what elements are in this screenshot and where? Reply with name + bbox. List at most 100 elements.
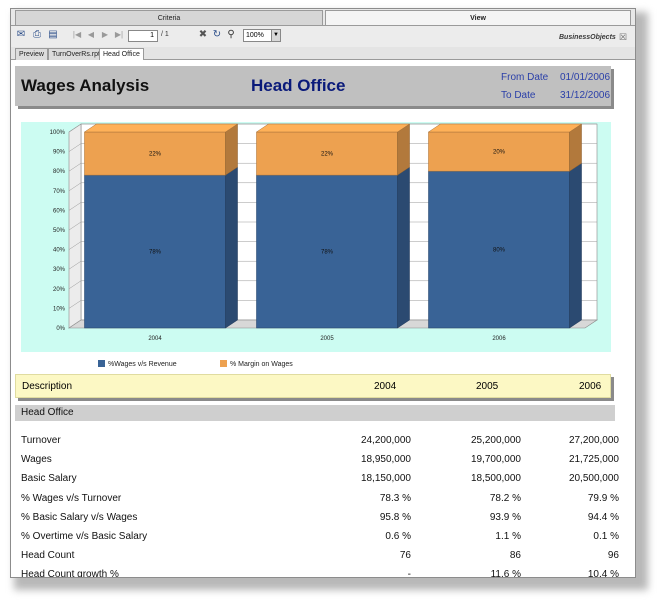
- gridline-side: [68, 143, 82, 152]
- y-tick-label: 50%: [53, 228, 66, 234]
- row-value-2005: 19,700,000: [470, 454, 521, 466]
- legend-item-margin: % Margin on Wages: [220, 360, 293, 368]
- row-value-2006: 20,500,000: [568, 473, 619, 485]
- row-value-2004: 24,200,000: [360, 435, 411, 446]
- group-tree-icon[interactable]: ▤: [48, 29, 58, 40]
- gridline-side: [68, 260, 82, 270]
- row-value-2006: 94.4 %: [587, 511, 619, 523]
- stacked-bar-chart: 0% 10% 20% 30% 40% 50% 60% 70% 80% 90% 100% 78% 22% 2…: [50, 123, 598, 342]
- print-icon[interactable]: ⎙: [33, 29, 41, 40]
- legend-label-wages: %Wages v/s Revenue: [108, 361, 177, 368]
- y-tick-label: 20%: [53, 287, 66, 293]
- row-label: Wages: [21, 454, 52, 466]
- x-tick-label: 2004: [148, 336, 162, 342]
- page-number-input[interactable]: 1: [128, 30, 158, 42]
- bar-segment: [256, 131, 398, 176]
- top-tab-strip: Criteria View: [11, 9, 635, 26]
- viewer-toolbar: ✉ ⎙ ▤ |◀ ◀ ▶ ▶| 1 / 1 ✖ ↻ ⚲ 100% ▼ Busin…: [11, 26, 635, 47]
- row-value-2004: -: [407, 569, 411, 578]
- table-row: % Basic Salary v/s Wages 95.8 % 93.9 % 94.4…: [21, 512, 621, 530]
- chevron-down-icon[interactable]: ▼: [271, 30, 280, 41]
- row-value-2004: 76: [399, 550, 411, 562]
- last-page-icon[interactable]: ▶|: [114, 30, 124, 39]
- gridline-side: [68, 241, 82, 250]
- year-header-2006: 2006: [579, 381, 602, 392]
- zoom-value: 100%: [246, 32, 264, 39]
- chart-area: 0% 10% 20% 30% 40% 50% 60% 70% 80% 90% 100% 78% 22% 2…: [21, 122, 611, 352]
- y-tick-label: 90%: [53, 150, 66, 156]
- row-label: % Basic Salary v/s Wages: [21, 511, 138, 523]
- previous-page-icon[interactable]: ◀: [87, 30, 95, 39]
- year-header-2004: 2004: [374, 381, 397, 392]
- row-label: % Overtime v/s Basic Salary: [21, 531, 148, 542]
- row-label: Head Count growth %: [21, 569, 119, 578]
- data-label: 80%: [493, 248, 506, 254]
- row-value-2006: 21,725,000: [568, 454, 619, 466]
- search-icon[interactable]: ⚲: [227, 29, 235, 40]
- zoom-select[interactable]: 100% ▼: [243, 29, 281, 42]
- y-tick-label: 40%: [53, 248, 66, 254]
- legend-label-margin: % Margin on Wages: [230, 361, 293, 368]
- gridline-side: [68, 221, 82, 231]
- tab-turnover-report[interactable]: TurnOverRs.rpt: [48, 48, 104, 60]
- export-icon[interactable]: ✉: [16, 29, 26, 40]
- tab-criteria[interactable]: Criteria: [15, 10, 323, 25]
- data-label: 22%: [149, 152, 162, 158]
- tab-preview[interactable]: Preview: [15, 48, 48, 60]
- table-row: Head Count 76 86 96: [21, 550, 621, 568]
- table-row: % Overtime v/s Basic Salary 0.6 % 1.1 % 0.1…: [21, 531, 621, 549]
- gridline-side: [68, 319, 82, 329]
- report-viewer-window: Criteria View ✉ ⎙ ▤ |◀ ◀ ▶ ▶| 1 / 1 ✖ ↻ …: [10, 8, 636, 578]
- data-label: 78%: [321, 250, 334, 256]
- report-title: Wages Analysis: [21, 76, 150, 95]
- y-tick-label: 0%: [56, 326, 65, 332]
- table-header: Description 2004 2005 2006: [15, 374, 611, 398]
- row-value-2004: 78.3 %: [379, 492, 411, 504]
- x-tick-label: 2006: [492, 336, 506, 342]
- from-date-label: From Date: [501, 72, 549, 83]
- legend-swatch-margin: [220, 360, 227, 367]
- stop-icon[interactable]: ✖: [198, 29, 208, 40]
- data-label: 22%: [321, 152, 334, 158]
- x-tick-label: 2005: [320, 336, 334, 342]
- tab-head-office[interactable]: Head Office: [99, 48, 144, 60]
- bar-segment: [428, 131, 570, 172]
- row-value-2006: 79.9 %: [587, 492, 619, 504]
- row-label: Head Count: [21, 550, 75, 562]
- row-value-2006: 27,200,000: [568, 435, 619, 446]
- year-header-2005: 2005: [476, 381, 499, 392]
- y-tick-label: 60%: [53, 208, 66, 214]
- y-tick-label: 10%: [53, 306, 66, 312]
- report-header: Wages Analysis Head Office From Date 01/…: [15, 66, 611, 106]
- office-name: Head Office: [251, 76, 346, 95]
- row-value-2006: 0.1 %: [593, 531, 619, 542]
- data-label: 20%: [493, 150, 506, 156]
- row-value-2006: 96: [607, 550, 619, 562]
- to-date-value: 31/12/2006: [560, 90, 611, 101]
- gridline-side: [68, 280, 82, 290]
- legend-item-wages: %Wages v/s Revenue: [98, 360, 177, 368]
- close-icon[interactable]: ☒: [619, 32, 628, 42]
- bar-top: [83, 123, 239, 133]
- bar-side: [397, 123, 410, 176]
- row-value-2004: 95.8 %: [379, 511, 411, 523]
- description-header: Description: [22, 381, 73, 392]
- bar-side: [569, 162, 582, 329]
- bar-segment: [84, 174, 226, 329]
- tab-view[interactable]: View: [325, 10, 631, 25]
- row-label: Turnover: [21, 435, 61, 446]
- refresh-icon[interactable]: ↻: [212, 29, 222, 40]
- bar-segment: [84, 131, 226, 176]
- table-row: Turnover 24,200,000 25,200,000 27,200,000: [21, 435, 621, 453]
- next-page-icon[interactable]: ▶: [101, 30, 109, 39]
- section-header: Head Office: [15, 405, 615, 421]
- first-page-icon[interactable]: |◀: [72, 30, 82, 39]
- bar-segment: [428, 170, 570, 329]
- page-total: / 1: [161, 31, 169, 38]
- row-value-2004: 18,150,000: [360, 473, 411, 485]
- row-value-2004: 0.6 %: [385, 531, 411, 542]
- gridline-side: [68, 300, 82, 309]
- bar-side: [397, 166, 410, 329]
- bar-side: [225, 166, 238, 329]
- row-value-2005: 18,500,000: [470, 473, 521, 485]
